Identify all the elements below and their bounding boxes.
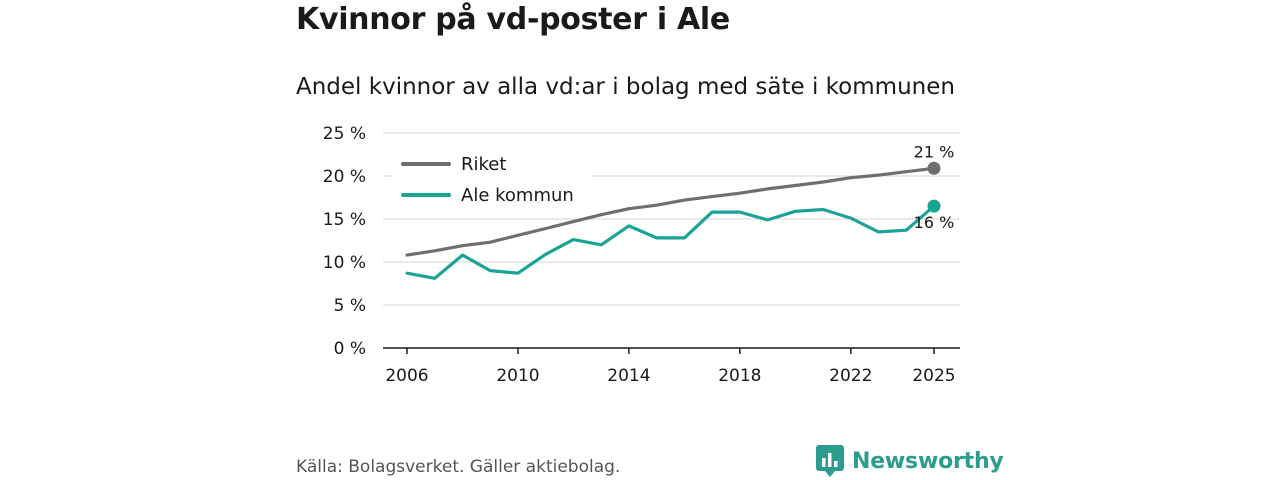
bar-chart-speech-icon <box>816 445 844 477</box>
y-tick-label: 10 % <box>323 253 366 273</box>
x-tick-label: 2014 <box>607 366 650 386</box>
y-tick-label: 25 % <box>323 124 366 144</box>
brand-name: Newsworthy <box>852 448 1004 474</box>
line-chart: 0 %5 %10 %15 %20 %25 % 2006 2010 2014 2018 2… <box>323 124 960 386</box>
source-note: Källa: Bolagsverket. Gäller aktiebolag. <box>296 457 621 477</box>
y-tick-label: 15 % <box>323 210 366 230</box>
x-tick-label: 2018 <box>718 366 761 386</box>
brand-logo: Newsworthy <box>816 444 1004 478</box>
x-axis: 2006 2010 2014 2018 2022 2025 <box>383 347 960 386</box>
x-tick-label: 2006 <box>385 366 428 386</box>
series-end-label-0: 21 % <box>914 142 955 161</box>
legend: Riket Ale kommun <box>392 148 592 212</box>
x-tick-label: 2022 <box>829 366 872 386</box>
y-tick-label: 20 % <box>323 167 366 187</box>
x-tick-label: 2010 <box>496 366 539 386</box>
chart-title: Kvinnor på vd-poster i Ale <box>296 2 730 37</box>
legend-label-0: Riket <box>461 154 506 175</box>
series-end-marker-0 <box>927 161 941 175</box>
y-axis: 0 % 5 % 10 % 15 % 20 % 25 % <box>323 124 366 359</box>
series-line-1 <box>405 204 936 280</box>
y-tick-label: 5 % <box>334 296 366 316</box>
series-line-0 <box>405 166 936 257</box>
series-end-marker-1 <box>927 199 941 213</box>
legend-label-1: Ale kommun <box>461 185 574 206</box>
series-lines: 21 % 16 % <box>405 142 955 280</box>
legend-background <box>392 148 592 212</box>
x-tick-label: 2025 <box>912 366 955 386</box>
y-tick-label: 0 % <box>334 339 366 359</box>
chart-subtitle: Andel kvinnor av alla vd:ar i bolag med … <box>296 74 955 100</box>
series-end-label-1: 16 % <box>914 213 955 232</box>
